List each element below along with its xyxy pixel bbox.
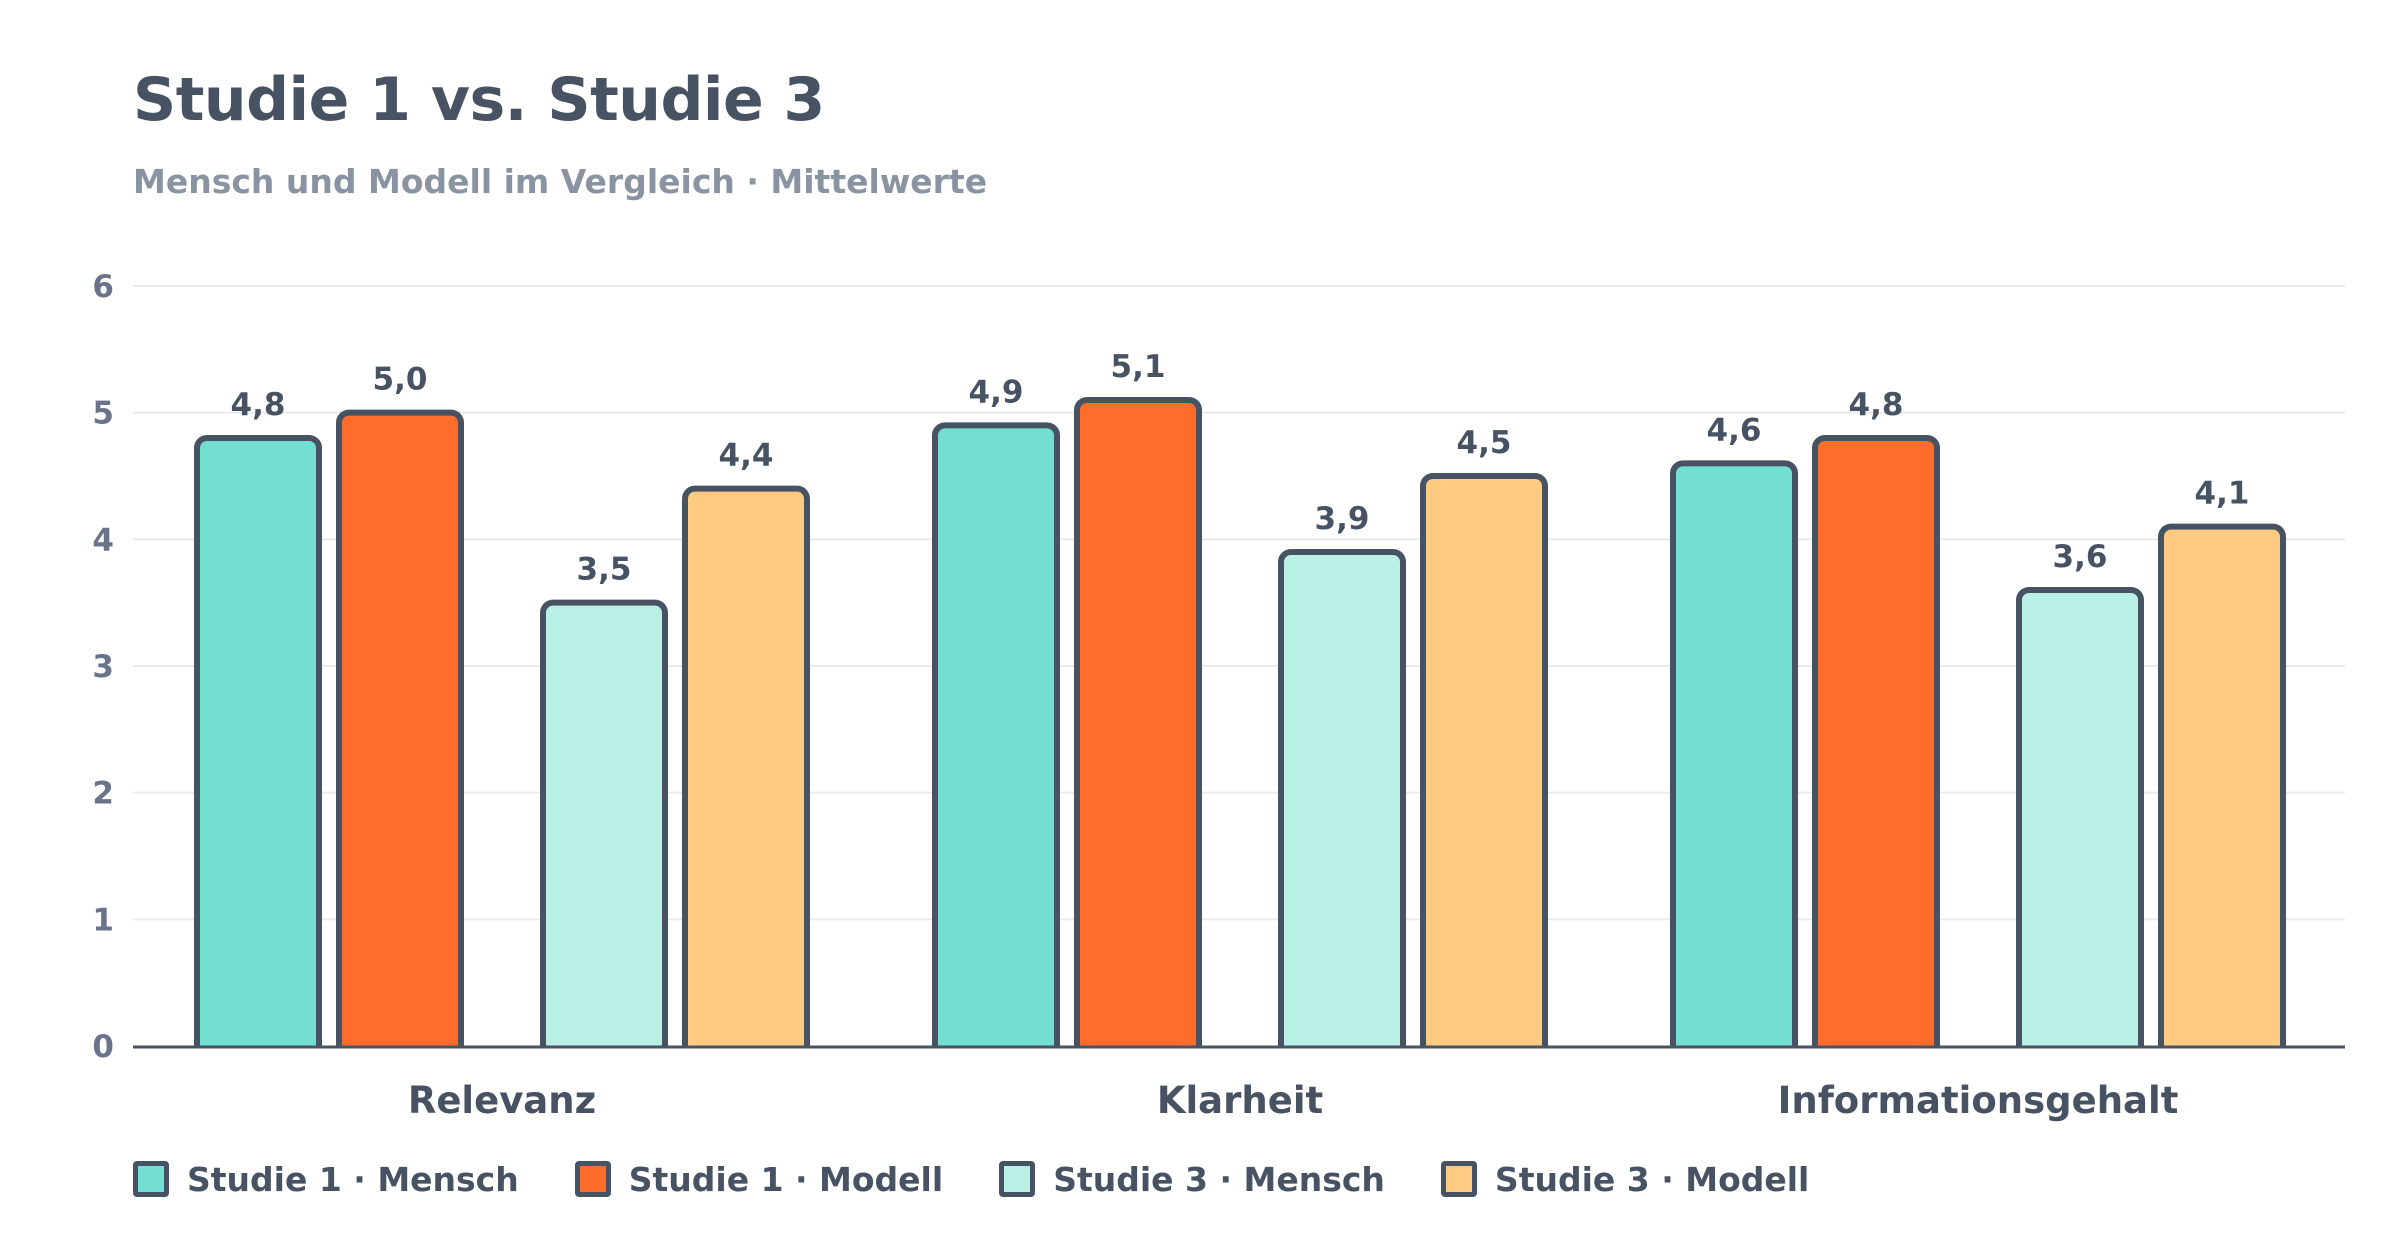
bar: [1074, 397, 1202, 1061]
x-axis-ticks: Relevanz Klarheit Informationsgehalt: [408, 1079, 2179, 1122]
bars: [133, 397, 2345, 1078]
legend-label: Studie 1 · Mensch: [187, 1159, 519, 1199]
chart-title: Studie 1 vs. Studie 3: [133, 65, 825, 135]
legend-swatch: [574, 1161, 611, 1197]
x-tick-label: Relevanz: [408, 1079, 596, 1122]
data-label: 5,1: [1111, 349, 1166, 385]
bar: [2158, 523, 2286, 1061]
y-tick-label: 2: [92, 776, 114, 812]
data-label: 4,9: [969, 374, 1024, 410]
y-tick-label: 4: [92, 522, 114, 558]
gridlines: [133, 285, 2345, 921]
legend-item-studie1-mensch[interactable]: Studie 1 · Mensch: [133, 1160, 519, 1199]
legend-item-studie1-modell[interactable]: Studie 1 · Modell: [574, 1159, 944, 1199]
data-label: 3,5: [577, 552, 632, 588]
data-label: 4,8: [1849, 387, 1904, 423]
chart-subtitle: Mensch und Modell im Vergleich · Mittelw…: [133, 162, 988, 201]
baseline-mask: [133, 1048, 2345, 1078]
legend-label: Studie 1 · Modell: [628, 1159, 944, 1199]
legend-label: Studie 3 · Mensch: [1053, 1159, 1385, 1199]
data-label: 5,0: [373, 362, 428, 398]
legend-swatch: [1440, 1161, 1477, 1197]
data-label: 4,1: [2195, 476, 2250, 512]
bar: [932, 422, 1060, 1062]
legend: Studie 1 · Mensch Studie 1 · Modell Stud…: [133, 1154, 1865, 1204]
bar: [1670, 460, 1798, 1062]
y-tick-label: 0: [92, 1029, 114, 1065]
legend-swatch: [133, 1161, 169, 1197]
bar: [1278, 549, 1406, 1061]
y-axis-ticks: 0 1 2 3 4 5 6: [92, 269, 114, 1065]
y-tick-label: 3: [92, 649, 114, 685]
bar: [682, 485, 810, 1061]
bar: [2016, 587, 2144, 1061]
x-tick-label: Klarheit: [1157, 1079, 1323, 1122]
data-label: 4,8: [231, 387, 286, 423]
bar: [336, 409, 464, 1061]
legend-label: Studie 3 · Modell: [1494, 1159, 1810, 1199]
data-label: 3,6: [2053, 539, 2108, 575]
legend-item-studie3-mensch[interactable]: Studie 3 · Mensch: [999, 1160, 1385, 1199]
data-label: 4,5: [1457, 425, 1512, 461]
x-tick-label: Informationsgehalt: [1778, 1079, 2179, 1122]
data-label: 3,9: [1315, 501, 1370, 537]
bar: [540, 599, 668, 1062]
legend-item-studie3-modell[interactable]: Studie 3 · Modell: [1440, 1159, 1810, 1199]
data-labels: 4,8 4,9 4,6 5,0 5,1 4,8 3,5 3,9 3,6 4,4 4,5 4,1: [231, 349, 2250, 588]
bar: [1420, 473, 1548, 1061]
legend-swatch: [999, 1161, 1036, 1197]
data-label: 4,4: [719, 438, 774, 474]
y-tick-label: 1: [92, 902, 114, 938]
data-label: 4,6: [1707, 412, 1762, 448]
bar: [194, 435, 322, 1061]
y-tick-label: 5: [92, 396, 114, 432]
y-tick-label: 6: [92, 269, 114, 305]
bar: [1812, 435, 1940, 1061]
